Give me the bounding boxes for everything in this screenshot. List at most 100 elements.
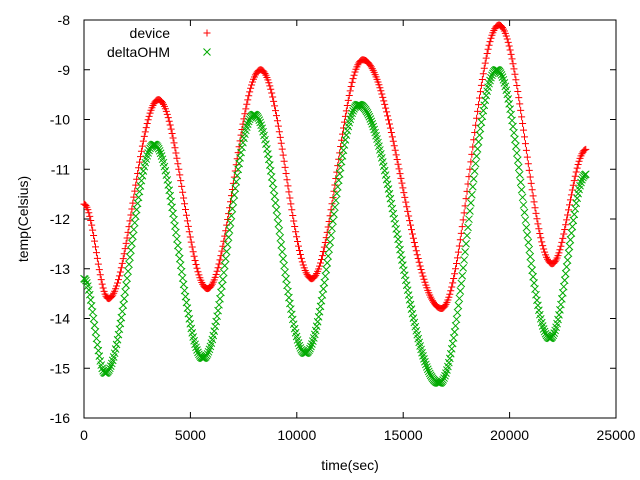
data-point (323, 228, 331, 236)
data-point (168, 129, 176, 137)
data-point (219, 268, 228, 277)
data-point (470, 167, 479, 176)
data-point (455, 294, 464, 303)
data-point (213, 267, 221, 275)
data-point (254, 114, 263, 123)
data-point (392, 151, 400, 159)
data-point (390, 214, 399, 223)
data-point (202, 351, 211, 360)
data-point (381, 100, 389, 108)
data-point (174, 248, 183, 256)
data-point (168, 203, 176, 212)
data-point (581, 170, 590, 179)
data-point (133, 199, 142, 208)
data-point (476, 88, 484, 96)
data-point (384, 185, 393, 193)
data-point (132, 181, 140, 189)
data-point (409, 234, 417, 242)
data-point (117, 313, 126, 322)
data-point (446, 290, 454, 298)
data-point (244, 96, 252, 104)
data-point (475, 131, 484, 139)
data-point (496, 69, 505, 77)
data-point (97, 276, 105, 284)
data-point (228, 186, 236, 193)
data-point (402, 281, 411, 290)
data-point (284, 287, 292, 296)
legend: device deltaOHM (107, 25, 211, 60)
data-point (294, 238, 302, 246)
data-point (95, 266, 103, 274)
data-point (87, 301, 96, 310)
data-point (99, 284, 107, 292)
data-point (528, 186, 536, 194)
data-point (138, 142, 146, 150)
data-point (290, 217, 298, 225)
data-point (172, 228, 180, 237)
data-point (568, 222, 577, 231)
data-point (518, 113, 526, 121)
data-point (319, 285, 328, 293)
data-point (514, 163, 523, 172)
data-point (111, 345, 120, 353)
data-point (405, 212, 413, 220)
y-axis-label: temp(Celsius) (15, 176, 31, 262)
data-point (401, 276, 410, 285)
data-point (450, 328, 459, 336)
data-point (140, 132, 148, 140)
data-point (408, 309, 417, 318)
data-point (295, 242, 303, 250)
data-point (345, 91, 353, 99)
data-point (415, 258, 423, 266)
data-point (88, 308, 97, 316)
data-point (381, 171, 390, 179)
data-point (279, 254, 288, 263)
data-point (380, 166, 389, 175)
data-point (85, 209, 93, 217)
data-point (476, 124, 485, 133)
data-point (564, 211, 572, 219)
data-point (460, 209, 468, 217)
data-point (407, 226, 415, 234)
data-point (396, 170, 404, 178)
data-point (498, 73, 507, 81)
data-point (379, 93, 387, 101)
data-point (124, 267, 132, 276)
data-point (187, 238, 195, 246)
data-point (421, 278, 429, 286)
data-point (514, 88, 522, 96)
data-point (522, 146, 530, 154)
data-point (327, 231, 335, 240)
data-point (125, 260, 133, 269)
data-point (295, 246, 303, 254)
data-point (239, 120, 247, 128)
data-point (471, 159, 480, 168)
data-point (238, 143, 246, 152)
data-point (377, 87, 385, 95)
data-point (481, 96, 490, 105)
data-point (450, 274, 458, 282)
series-deltaOHM (80, 65, 590, 388)
data-point (117, 264, 125, 272)
data-point (520, 126, 528, 134)
data-point (214, 264, 222, 272)
data-point (520, 133, 528, 141)
data-point (283, 281, 291, 290)
data-point (138, 171, 147, 180)
data-point (136, 158, 144, 166)
data-point (232, 177, 241, 186)
data-point (386, 124, 394, 132)
data-point (408, 230, 416, 238)
data-point (519, 201, 528, 209)
data-point (287, 200, 295, 208)
x-tick-label: 20000 (490, 427, 529, 443)
data-point (524, 238, 533, 247)
data-point (389, 209, 398, 218)
data-point (522, 223, 531, 232)
data-point (538, 322, 547, 330)
data-point (92, 334, 101, 343)
data-point (383, 108, 391, 116)
y-tick-label: -14 (50, 311, 70, 327)
data-point (577, 178, 585, 187)
data-point (531, 204, 539, 212)
